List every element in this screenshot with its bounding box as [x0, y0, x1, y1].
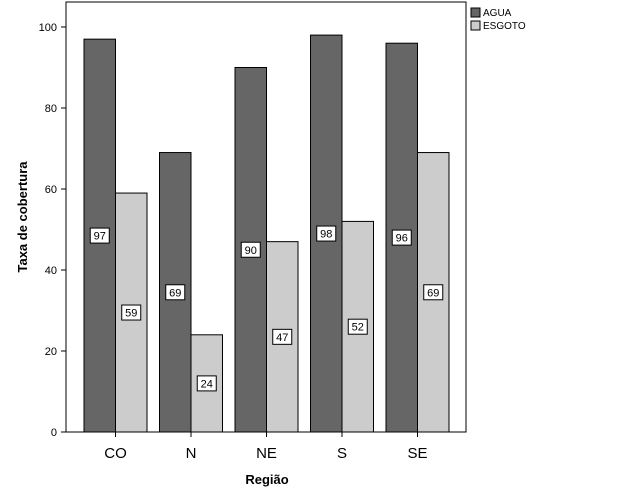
- y-tick-label: 20: [45, 346, 57, 358]
- legend: AGUA ESGOTO: [470, 7, 526, 32]
- y-tick-label: 40: [45, 265, 57, 277]
- data-label-box: [423, 284, 444, 301]
- data-label-box: [240, 241, 261, 258]
- data-label-box: [89, 227, 110, 244]
- legend-swatch-agua: [470, 7, 481, 18]
- data-label-box: [165, 284, 186, 301]
- legend-swatch-esgoto: [470, 20, 481, 31]
- y-tick-label: 100: [39, 22, 57, 34]
- data-label-box: [272, 328, 293, 345]
- y-axis: 0 20 40 60 80 100: [39, 22, 66, 439]
- x-tick-label: S: [337, 445, 347, 462]
- y-tick-label: 0: [51, 427, 57, 439]
- data-label: 90: [245, 245, 257, 257]
- data-label-box: [121, 304, 142, 321]
- data-label: 24: [201, 378, 213, 390]
- data-label: 98: [320, 229, 332, 241]
- x-tick-label: SE: [407, 445, 427, 462]
- bars-group: 97 59 69 24 90 47 98 52 96 69: [83, 34, 450, 433]
- data-label-box: [347, 318, 368, 335]
- legend-label-agua: AGUA: [483, 8, 512, 19]
- data-label: 69: [169, 287, 181, 299]
- data-label: 96: [396, 233, 408, 245]
- data-label-box: [316, 225, 337, 242]
- data-label-box: [391, 229, 412, 246]
- x-tick-label: NE: [256, 445, 277, 462]
- data-label: 69: [427, 287, 439, 299]
- data-label-box: [196, 375, 217, 392]
- y-tick-label: 60: [45, 184, 57, 196]
- x-axis-title: Região: [245, 472, 288, 487]
- y-tick-label: 80: [45, 103, 57, 115]
- data-label: 59: [125, 308, 137, 320]
- data-label: 52: [352, 322, 364, 334]
- data-label: 47: [276, 332, 288, 344]
- data-label: 97: [94, 231, 106, 243]
- legend-label-esgoto: ESGOTO: [483, 21, 526, 32]
- x-tick-label: CO: [104, 445, 127, 462]
- y-axis-title: Taxa de cobertura: [15, 161, 30, 273]
- x-axis: CO N NE S SE: [104, 432, 428, 462]
- x-tick-label: N: [186, 445, 197, 462]
